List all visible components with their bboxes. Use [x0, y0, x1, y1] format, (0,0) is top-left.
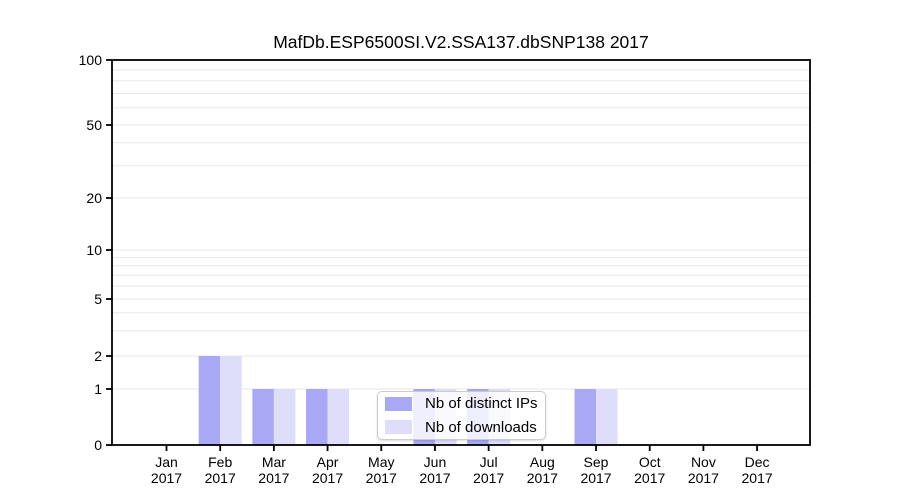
- svg-text:Dec: Dec: [745, 454, 770, 470]
- svg-text:Apr: Apr: [317, 454, 339, 470]
- svg-text:Feb: Feb: [208, 454, 232, 470]
- svg-text:Nov: Nov: [691, 454, 716, 470]
- svg-text:50: 50: [86, 117, 102, 133]
- svg-text:2017: 2017: [205, 470, 236, 486]
- svg-text:May: May: [368, 454, 394, 470]
- svg-text:2017: 2017: [312, 470, 343, 486]
- svg-text:5: 5: [94, 291, 102, 307]
- svg-text:2017: 2017: [742, 470, 773, 486]
- svg-text:2017: 2017: [580, 470, 611, 486]
- svg-text:Sep: Sep: [584, 454, 609, 470]
- svg-text:2017: 2017: [419, 470, 450, 486]
- svg-text:Oct: Oct: [639, 454, 661, 470]
- svg-text:0: 0: [94, 437, 102, 453]
- svg-text:20: 20: [86, 190, 102, 206]
- svg-text:2: 2: [94, 348, 102, 364]
- svg-text:10: 10: [86, 242, 102, 258]
- svg-text:2017: 2017: [688, 470, 719, 486]
- svg-text:2017: 2017: [151, 470, 182, 486]
- svg-text:Jan: Jan: [155, 454, 178, 470]
- svg-text:1: 1: [94, 381, 102, 397]
- svg-text:2017: 2017: [366, 470, 397, 486]
- svg-text:2017: 2017: [258, 470, 289, 486]
- svg-text:Jun: Jun: [424, 454, 447, 470]
- svg-text:2017: 2017: [473, 470, 504, 486]
- svg-text:2017: 2017: [527, 470, 558, 486]
- svg-text:100: 100: [79, 52, 103, 68]
- svg-text:Mar: Mar: [262, 454, 286, 470]
- svg-text:Aug: Aug: [530, 454, 555, 470]
- svg-text:Jul: Jul: [480, 454, 498, 470]
- svg-text:2017: 2017: [634, 470, 665, 486]
